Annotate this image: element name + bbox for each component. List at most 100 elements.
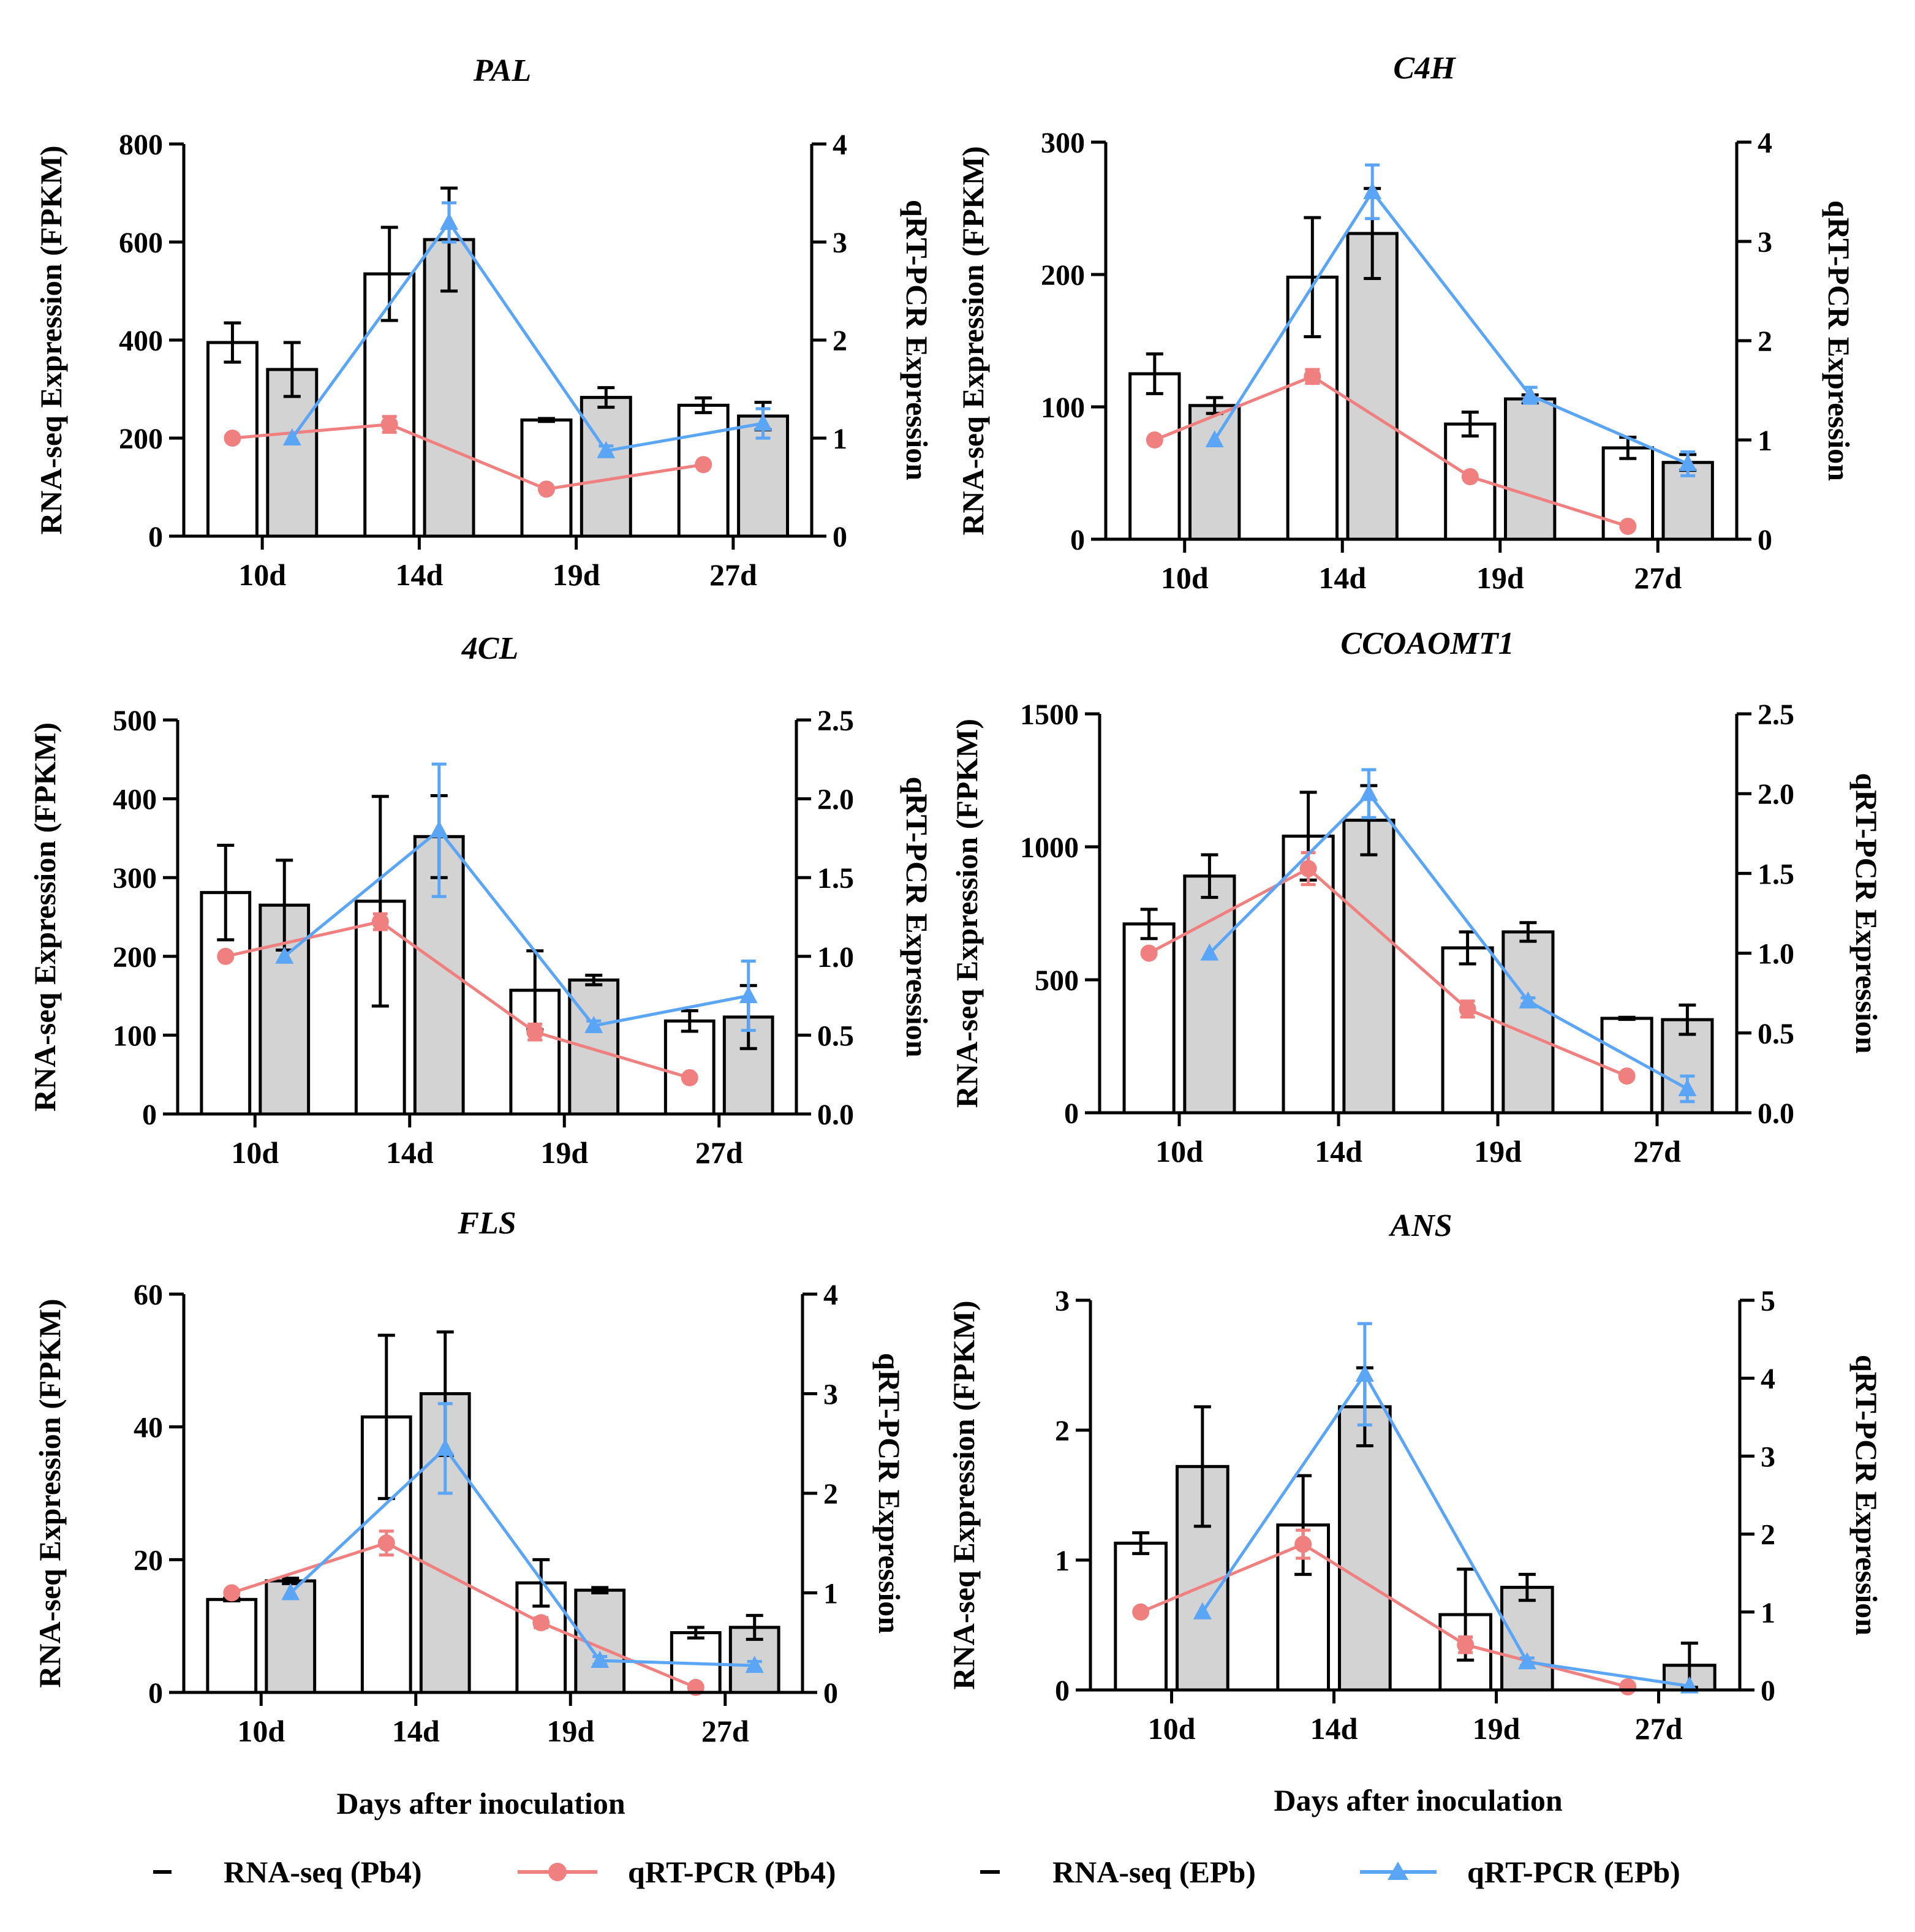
panel-fls-y-axis-title: RNA-seq Expression (FPKM) (32, 1298, 67, 1688)
panel-ans-right-tick-label-4: 4 (1761, 1363, 1775, 1395)
panel-c4h-point-qrt-pcr-epb-19d (1520, 385, 1539, 403)
panel-4cl-left-tick-label-500: 500 (113, 705, 157, 737)
panel-4cl-right-tick-label-1.5: 1.5 (817, 862, 854, 895)
panel-c4h-left-tick-label-300: 300 (1041, 127, 1085, 159)
panel-pal-right-tick-label-2: 2 (833, 325, 847, 357)
panel-ans-line-qrt-pcr-epb (1201, 1371, 1690, 1688)
panel-ans-x-tick-label-14d: 14d (1310, 1711, 1358, 1746)
panel-pal-point-qrt-pcr-pb4-10d (224, 430, 241, 447)
panel-ans-right-tick-label-1: 1 (1761, 1597, 1775, 1629)
panel-pal-left-tick-label-600: 600 (119, 227, 163, 259)
panel-c4h-left-tick-label-200: 200 (1041, 259, 1085, 292)
panel-fls-x-tick-label-27d: 27d (701, 1714, 749, 1748)
panel-pal-left-tick-label-400: 400 (119, 325, 163, 357)
panel-fls-left-tick-label-0: 0 (148, 1677, 163, 1710)
panel-ccoaomt1-point-qrt-pcr-pb4-19d (1459, 1000, 1476, 1018)
panel-4cl-line-qrt-pcr-pb4 (225, 920, 690, 1080)
panel-pal-left-tick-label-0: 0 (148, 521, 163, 553)
panel-fls-x-tick-label-19d: 19d (546, 1714, 594, 1748)
panel-ans-y-axis-title: RNA-seq Expression (FPKM) (946, 1300, 981, 1689)
panel-pal-right-tick-label-3: 3 (833, 227, 847, 259)
panel-4cl-point-qrt-pcr-epb-14d (429, 820, 448, 838)
panel-ans-right-tick-label-2: 2 (1761, 1519, 1775, 1551)
panel-ccoaomt1-bar-rna-seq-pb4-19d (1441, 946, 1494, 1115)
panel-4cl-x-tick-label-14d: 14d (386, 1135, 434, 1170)
legend-label-qrtpcr-pb4: qRT-PCR (Pb4) (628, 1855, 836, 1889)
panel-pal-y-axis-title: RNA-seq Expression (FPKM) (34, 145, 68, 534)
panel-ans-point-qrt-pcr-pb4-10d (1132, 1603, 1150, 1621)
panel-ccoaomt1-x-tick-label-14d: 14d (1315, 1134, 1362, 1169)
panel-ans-right-tick-label-3: 3 (1761, 1441, 1775, 1473)
panel-ccoaomt1-point-qrt-pcr-pb4-10d (1140, 944, 1158, 962)
panel-ans-left-tick-label-2: 2 (1055, 1415, 1070, 1447)
panel-c4h-point-qrt-pcr-epb-10d (1205, 430, 1224, 447)
panel-c4h-y-axis-title: RNA-seq Expression (FPKM) (956, 146, 990, 535)
panel-4cl-point-qrt-pcr-epb-27d (739, 986, 758, 1004)
panel-c4h-point-qrt-pcr-pb4-27d (1619, 517, 1637, 535)
panel-pal-point-qrt-pcr-epb-27d (754, 414, 772, 431)
panel-ans-x-tick-label-19d: 19d (1473, 1711, 1520, 1746)
panel-4cl-left-tick-label-400: 400 (113, 784, 157, 816)
panel-ccoaomt1-line-qrt-pcr-pb4 (1148, 866, 1628, 1078)
panel-4cl-y-axis-title: RNA-seq Expression (FPKM) (28, 722, 62, 1112)
panel-fls-left-tick-label-20: 20 (134, 1544, 163, 1577)
panel-fls-point-qrt-pcr-epb-27d (745, 1656, 764, 1673)
panel-pal-left-tick-label-800: 800 (119, 129, 163, 161)
panel-4cl-bar-rna-seq-pb4-27d (663, 1019, 716, 1116)
legend-label-rnaseq-epb: RNA-seq (EPb) (1052, 1855, 1256, 1889)
panel-fls-right-tick-label-1: 1 (823, 1578, 838, 1610)
panel-ccoaomt1-bar-rna-seq-epb-14d (1342, 819, 1396, 1115)
panel-4cl-title: 4CL (461, 631, 518, 666)
panel-ans-left-tick-label-3: 3 (1055, 1285, 1070, 1317)
panel-4cl-right-tick-label-0.5: 0.5 (817, 1020, 854, 1052)
panel-c4h-title: C4H (1393, 51, 1456, 86)
x-axis-title-left: Days after inoculation (336, 1786, 625, 1820)
panel-ccoaomt1-x-tick-label-10d: 10d (1155, 1134, 1203, 1169)
panel-ans-bar-rna-seq-epb-19d (1500, 1586, 1554, 1692)
legend-swatch-qrtpcr-epb-marker (1388, 1862, 1408, 1880)
panel-ccoaomt1-y-axis-title: RNA-seq Expression (FPKM) (950, 719, 984, 1108)
panel-ans-point-qrt-pcr-epb-14d (1355, 1364, 1374, 1382)
panel-ccoaomt1-point-qrt-pcr-pb4-27d (1618, 1067, 1636, 1085)
panel-c4h-left-tick-label-100: 100 (1041, 392, 1085, 424)
panel-fls-right-tick-label-4: 4 (823, 1279, 838, 1311)
panel-4cl-line-qrt-pcr-epb (283, 828, 749, 1028)
panel-4cl-left-tick-label-0: 0 (142, 1099, 157, 1131)
legend-label-rnaseq-pb4: RNA-seq (Pb4) (224, 1855, 422, 1889)
panel-fls-left-tick-label-60: 60 (134, 1279, 163, 1311)
panel-pal-point-qrt-pcr-pb4-27d (695, 456, 712, 474)
panel-ccoaomt1-line-qrt-pcr-epb (1208, 791, 1688, 1091)
panel-4cl-point-qrt-pcr-epb-19d (584, 1015, 603, 1033)
panel-pal-point-qrt-pcr-epb-19d (597, 441, 616, 458)
panel-4cl-y2-axis-title: qRT-PCR Expression (900, 776, 934, 1057)
panel-pal-x-tick-label-27d: 27d (709, 558, 757, 592)
panel-c4h-x-tick-label-10d: 10d (1161, 561, 1209, 595)
panel-c4h-point-qrt-pcr-pb4-14d (1304, 368, 1321, 385)
panel-fls-point-qrt-pcr-epb-10d (281, 1583, 300, 1601)
panel-pal-bar-rna-seq-pb4-19d (520, 418, 573, 538)
panel-pal-x-tick-label-10d: 10d (238, 558, 286, 592)
panel-ans-right-tick-label-5: 5 (1761, 1285, 1775, 1317)
panel-ccoaomt1-left-tick-label-1000: 1000 (1020, 832, 1079, 864)
panel-ccoaomt1-y2-axis-title: qRT-PCR Expression (1849, 773, 1884, 1053)
panel-c4h-left-tick-label-0: 0 (1070, 524, 1085, 556)
panel-c4h-right-tick-label-0: 0 (1758, 524, 1772, 556)
panel-ccoaomt1-point-qrt-pcr-epb-27d (1678, 1078, 1697, 1096)
panel-c4h-bar-rna-seq-epb-10d (1188, 404, 1241, 541)
panel-fls-point-qrt-pcr-pb4-14d (377, 1534, 395, 1552)
panel-c4h-right-tick-label-4: 4 (1758, 127, 1772, 159)
panel-pal-bar-rna-seq-epb-19d (580, 396, 632, 538)
panel-fls-point-qrt-pcr-pb4-19d (532, 1614, 550, 1632)
panel-ccoaomt1-point-qrt-pcr-epb-14d (1359, 784, 1378, 801)
panel-ccoaomt1-right-tick-label-0.5: 0.5 (1758, 1018, 1794, 1050)
panel-4cl-point-qrt-pcr-epb-10d (275, 946, 294, 964)
panel-ans-right-tick-label-0: 0 (1761, 1675, 1775, 1707)
panel-fls-bar-rna-seq-pb4-10d (206, 1597, 258, 1694)
panel-4cl-left-tick-label-100: 100 (113, 1020, 157, 1052)
panel-ccoaomt1-x-tick-label-27d: 27d (1633, 1134, 1681, 1169)
panel-ans-point-qrt-pcr-pb4-14d (1294, 1536, 1312, 1553)
panel-4cl-right-tick-label-2.0: 2.0 (817, 784, 854, 816)
panel-c4h-right-tick-label-1: 1 (1758, 425, 1772, 457)
panel-fls-right-tick-label-2: 2 (823, 1478, 838, 1510)
